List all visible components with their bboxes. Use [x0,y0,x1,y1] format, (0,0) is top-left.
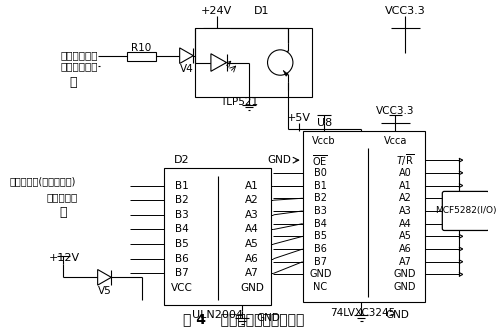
Text: D2: D2 [174,155,190,165]
Text: A5: A5 [245,239,259,249]
Text: A2: A2 [245,195,259,205]
Text: GND: GND [386,310,409,320]
Text: +12V: +12V [49,253,80,263]
Text: B6: B6 [314,244,326,254]
Text: GND: GND [394,282,416,292]
Text: GND: GND [257,313,280,323]
Text: A4: A4 [399,219,411,229]
Text: A3: A3 [399,206,411,216]
Text: 第一路开关量: 第一路开关量 [60,50,98,60]
Bar [127,52,156,60]
Text: B7: B7 [314,257,327,267]
Text: GND: GND [394,270,416,280]
Text: Vccb: Vccb [312,136,336,146]
Text: D1: D1 [254,6,270,16]
Bar [164,168,272,305]
Text: V5: V5 [98,286,112,296]
Text: B1: B1 [174,181,188,191]
Polygon shape [211,54,226,71]
Text: A0: A0 [399,168,411,178]
Polygon shape [98,270,112,285]
Text: Vcca: Vcca [384,136,407,146]
Text: 图 4   开关量输入输出原理图: 图 4 开关量输入输出原理图 [184,312,305,326]
Text: A1: A1 [245,181,259,191]
Text: A4: A4 [245,224,259,234]
Polygon shape [180,48,194,63]
Text: A7: A7 [399,257,411,267]
Text: ：: ： [70,75,77,89]
Text: ：: ： [60,206,67,219]
Text: VCC: VCC [170,283,192,293]
Text: $T/\overline{\mathrm{R}}$: $T/\overline{\mathrm{R}}$ [396,152,414,168]
Text: B2: B2 [314,193,327,203]
Text: A1: A1 [399,181,411,191]
Text: A5: A5 [399,231,411,241]
Text: R10: R10 [132,43,152,53]
FancyBboxPatch shape [442,191,489,230]
Bar [302,131,424,302]
Text: B2: B2 [174,195,188,205]
Text: B7: B7 [174,269,188,279]
Text: ULN2004: ULN2004 [192,310,243,320]
Text: TLP521: TLP521 [220,97,258,107]
Text: 第一路输出(驱动继电器): 第一路输出(驱动继电器) [10,177,76,187]
Text: A3: A3 [245,210,259,220]
Text: 第二路开关量: 第二路开关量 [60,61,98,71]
Text: B4: B4 [314,219,326,229]
Text: $\overline{\mathrm{OE}}$: $\overline{\mathrm{OE}}$ [312,153,328,168]
Text: B5: B5 [314,231,327,241]
Circle shape [268,50,293,75]
Text: VCC3.3: VCC3.3 [376,106,414,116]
Text: B5: B5 [174,239,188,249]
Polygon shape [283,70,288,76]
Bar [196,28,312,97]
Text: 74LVXC3245: 74LVXC3245 [330,309,396,318]
Text: A2: A2 [399,193,411,203]
Text: 第二路输出: 第二路输出 [47,192,78,202]
Text: B0: B0 [314,168,326,178]
Text: B3: B3 [314,206,326,216]
Text: +24V: +24V [201,6,232,16]
Text: U8: U8 [316,118,332,128]
Text: B1: B1 [314,181,326,191]
Text: +5V: +5V [287,113,311,123]
Text: GND: GND [309,270,332,280]
Text: GND: GND [240,283,264,293]
Text: B3: B3 [174,210,188,220]
Text: B6: B6 [174,254,188,264]
Text: A6: A6 [245,254,259,264]
Text: B4: B4 [174,224,188,234]
Text: A7: A7 [245,269,259,279]
Text: NC: NC [313,282,328,292]
Text: V4: V4 [180,64,194,74]
Text: A6: A6 [399,244,411,254]
Text: MCF5282(I/O): MCF5282(I/O) [435,206,496,215]
Text: GND: GND [267,155,291,165]
Text: VCC3.3: VCC3.3 [385,6,426,16]
